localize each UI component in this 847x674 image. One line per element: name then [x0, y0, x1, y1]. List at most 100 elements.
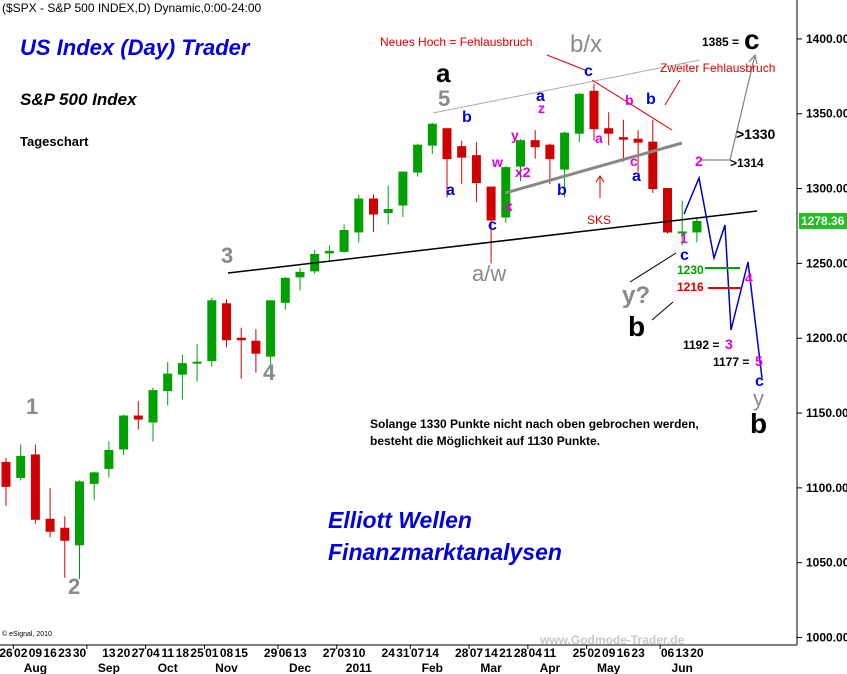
channel-upper: [432, 59, 701, 114]
candle-body: [207, 300, 217, 362]
header: ($SPX - S&P 500 INDEX,D) Dynamic,0:00-24…: [2, 1, 262, 15]
candle-body: [266, 300, 276, 357]
annotation: 1230: [677, 263, 704, 277]
copyright: © eSignal, 2010: [2, 630, 52, 638]
candle-body: [30, 454, 40, 520]
x-tick-label: 14: [426, 646, 440, 660]
x-tick-label: 11: [544, 646, 557, 660]
annotation: Zweiter Fehlausbruch: [660, 61, 775, 75]
x-tick-label: 10: [352, 646, 366, 660]
y-tick-label: 1300.00: [806, 182, 847, 196]
annotation: y?: [622, 282, 650, 309]
month-label: Feb: [422, 661, 443, 674]
watermark: www.Godmode-Trader.de: [539, 633, 685, 647]
annotation: b: [646, 91, 656, 108]
candle-body: [457, 146, 467, 158]
annotation: 5: [755, 353, 763, 369]
annotation: 3: [221, 243, 233, 268]
candle-body: [60, 527, 70, 541]
candle-body: [560, 132, 570, 170]
forecast-path: [683, 175, 763, 379]
y-tick-label: 1400.00: [806, 32, 847, 46]
x-tick-label: 16: [43, 646, 57, 660]
candle-body: [295, 271, 305, 278]
arrow-y: [629, 252, 677, 283]
arrow-fehl1: [546, 54, 586, 71]
x-tick-label: 25: [573, 646, 587, 660]
x-tick-label: 27: [132, 646, 146, 660]
annotation: 1: [26, 394, 38, 419]
annotation: a: [436, 58, 451, 88]
x-tick-label: 02: [14, 646, 28, 660]
candle-body: [119, 415, 129, 450]
x-tick-label: 23: [631, 646, 645, 660]
x-tick-label: 26: [0, 646, 13, 660]
annotation: x2: [515, 164, 531, 180]
candle-body: [530, 140, 540, 148]
x-tick-label: 04: [146, 646, 160, 660]
annotation: c: [630, 153, 638, 169]
y-tick-label: 1350.00: [806, 107, 847, 121]
candle-body: [604, 128, 614, 134]
annotation: w: [491, 154, 503, 170]
annotation: c: [584, 63, 593, 80]
candle-body: [618, 137, 628, 140]
annotation: 2: [695, 153, 703, 169]
annotation: 1385 =: [702, 35, 739, 49]
drawings: [227, 53, 763, 379]
candle-body: [442, 128, 452, 160]
candle-body: [398, 171, 408, 206]
annotation: b/x: [570, 31, 602, 58]
y-tick-label: 1000.00: [806, 631, 847, 645]
candle-body: [413, 144, 423, 173]
candles: [1, 83, 702, 580]
month-label: Jun: [672, 661, 693, 674]
arrow-fehl2: [664, 79, 681, 106]
x-tick-label: 09: [602, 646, 616, 660]
x-tick-label: 30: [73, 646, 87, 660]
candle-body: [222, 303, 231, 341]
x-tick-label: 27: [323, 646, 337, 660]
month-label: 2011: [346, 661, 372, 674]
annotation: 1216: [677, 280, 704, 294]
x-tick-label: 20: [117, 646, 131, 660]
annotation: y: [511, 127, 519, 143]
x-tick-label: 06: [279, 646, 293, 660]
annotation: z: [538, 100, 545, 116]
arrow-b: [651, 301, 674, 321]
x-tick-label: 16: [617, 646, 631, 660]
annotation: 4: [263, 360, 276, 385]
candle-body: [280, 277, 290, 303]
month-label: Sep: [98, 661, 120, 674]
annotation: b: [628, 311, 645, 342]
x-tick-label: 01: [205, 646, 219, 660]
channel-lower: [504, 141, 683, 195]
x-tick-label: 13: [102, 646, 116, 660]
candle-body: [251, 340, 261, 354]
candle-body: [516, 140, 525, 167]
last-price-box: [799, 212, 847, 229]
candle-body: [383, 209, 393, 214]
candle-body: [339, 229, 349, 252]
annotation: x: [505, 198, 513, 214]
month-label: Aug: [24, 661, 47, 674]
annotation: 3: [725, 336, 733, 352]
x-tick-label: 06: [661, 646, 675, 660]
annotation: b: [462, 109, 472, 126]
annotation: a: [595, 130, 603, 146]
annotation: y: [753, 386, 764, 411]
annotation: Finanzmarktanalysen: [328, 539, 562, 565]
candle-body: [177, 363, 187, 375]
candle-body: [486, 186, 496, 221]
month-label: Oct: [158, 661, 178, 674]
x-tick-label: 23: [58, 646, 72, 660]
x-tick-label: 11: [161, 646, 174, 660]
annotation: 1: [680, 230, 688, 246]
annotation: US Index (Day) Trader: [20, 35, 251, 60]
annotation: Solange 1330 Punkte nicht nach oben gebr…: [370, 417, 699, 431]
x-tick-label: 07: [470, 646, 484, 660]
annotation: b: [557, 182, 567, 199]
candle-body: [192, 361, 202, 364]
candle-body: [369, 198, 378, 215]
